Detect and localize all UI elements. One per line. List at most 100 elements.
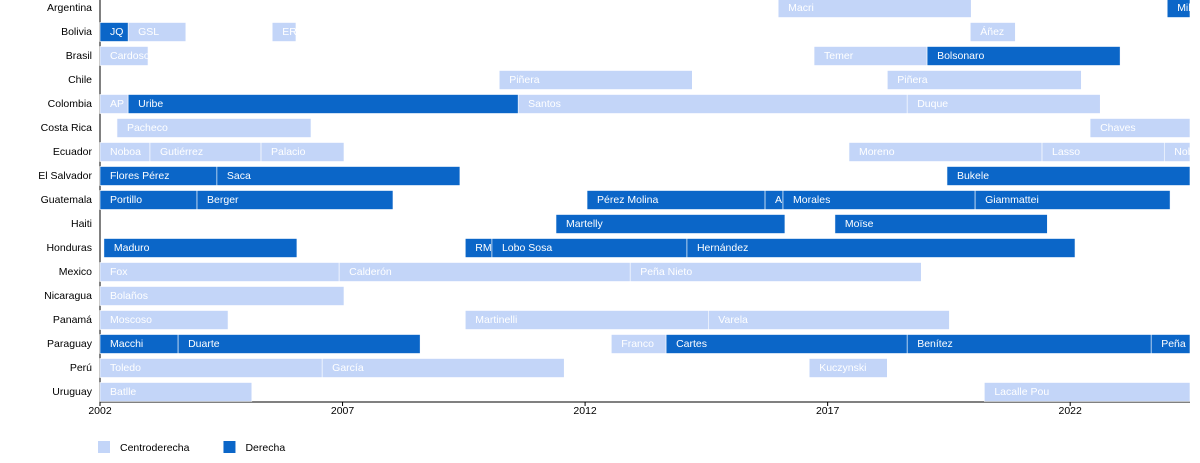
- timeline-bar: [127, 94, 519, 114]
- timeline-bar: [555, 214, 786, 234]
- bar-label: Lasso: [1052, 146, 1080, 158]
- timeline-bar: [99, 382, 253, 402]
- timeline-bar: [969, 22, 1016, 42]
- timeline-bar: [116, 118, 312, 138]
- timeline-bar: [887, 70, 1082, 90]
- timeline-bar: [1150, 334, 1191, 354]
- y-tick-label: Honduras: [46, 242, 92, 254]
- bar-label: Chaves: [1100, 122, 1136, 134]
- y-tick-label: Colombia: [48, 98, 93, 110]
- x-tick-label: 2017: [816, 405, 840, 417]
- timeline-bar: [808, 358, 888, 378]
- bar-label: Martelly: [566, 218, 604, 230]
- timeline-bar: [1163, 142, 1191, 162]
- bar-label: Peña Nieto: [640, 266, 692, 278]
- bar-label: Uribe: [138, 98, 163, 110]
- y-tick-label: Nicaragua: [44, 290, 92, 302]
- bar-label: Palacio: [271, 146, 306, 158]
- y-tick-label: Guatemala: [41, 194, 93, 206]
- bar-label: Varela: [718, 314, 748, 326]
- timeline-bar: [260, 142, 345, 162]
- y-tick-label: Chile: [68, 74, 92, 86]
- bar-label: Franco: [621, 338, 654, 350]
- bar-label: AM: [775, 194, 791, 206]
- bar-label: Fox: [110, 266, 128, 278]
- bar-label: Berger: [207, 194, 239, 206]
- timeline-bar: [99, 310, 229, 330]
- y-tick-label: Paraguay: [47, 338, 93, 350]
- bar-label: Macchi: [110, 338, 143, 350]
- bar-label: Gutiérrez: [160, 146, 203, 158]
- timeline-bar: [777, 0, 972, 18]
- bar-label: Giammattei: [985, 194, 1039, 206]
- bar-label: Morales: [793, 194, 830, 206]
- timeline-bar: [517, 94, 908, 114]
- y-tick-label: Panamá: [53, 314, 92, 326]
- timeline-bar: [216, 166, 461, 186]
- y-tick-label: Mexico: [59, 266, 92, 278]
- bar-label: Kuczynski: [819, 362, 866, 374]
- bar-label: JQ: [110, 26, 123, 38]
- timeline-bar: [834, 214, 1048, 234]
- timeline-bar: [974, 190, 1171, 210]
- y-tick-label: Haiti: [71, 218, 92, 230]
- bar-label: GSL: [138, 26, 159, 38]
- bar-label: RM: [475, 242, 491, 254]
- bar-label: Áñez: [980, 25, 1004, 38]
- bar-label: Calderón: [349, 266, 392, 278]
- legend-label: Centroderecha: [120, 442, 190, 454]
- y-tick-label: Bolivia: [61, 26, 92, 38]
- y-tick-label: Brasil: [66, 50, 92, 62]
- y-tick-label: El Salvador: [38, 170, 92, 182]
- bar-label: Martinelli: [475, 314, 517, 326]
- y-tick-label: Argentina: [47, 2, 92, 14]
- timeline-bar: [946, 166, 1191, 186]
- bar-label: Moscoso: [110, 314, 152, 326]
- bar-label: Temer: [824, 50, 854, 62]
- bar-label: Moreno: [859, 146, 895, 158]
- x-tick-label: 2002: [88, 405, 112, 417]
- bar-label: Noboa: [110, 146, 141, 158]
- bar-label: Bolaños: [110, 290, 148, 302]
- timeline-bar: [629, 262, 922, 282]
- bar-label: Batlle: [110, 386, 136, 398]
- timeline-bar: [99, 262, 340, 282]
- bar-label: Duarte: [188, 338, 220, 350]
- bar-label: Benítez: [917, 338, 953, 350]
- x-tick-label: 2012: [573, 405, 597, 417]
- bar-label: Cardoso: [110, 50, 150, 62]
- timeline-bar: [708, 310, 950, 330]
- y-tick-label: Uruguay: [52, 386, 92, 398]
- timeline-bar: [99, 46, 149, 66]
- bar-label: García: [332, 362, 364, 374]
- bar-label: Saca: [227, 170, 251, 182]
- bar-label: Lacalle Pou: [994, 386, 1049, 398]
- bar-label: Maduro: [114, 242, 150, 254]
- bar-label: Toledo: [110, 362, 141, 374]
- timeline-bar: [906, 94, 1101, 114]
- timeline-bar: [498, 70, 693, 90]
- bar-label: Pacheco: [127, 122, 168, 134]
- bar-label: Peña: [1161, 338, 1186, 350]
- y-tick-label: Ecuador: [53, 146, 93, 158]
- timeline-bar: [926, 46, 1121, 66]
- timeline-bar: [99, 286, 345, 306]
- bar-label: Duque: [917, 98, 948, 110]
- x-tick-label: 2007: [331, 405, 355, 417]
- bar-label: Pérez Molina: [597, 194, 658, 206]
- bar-label: Moïse: [845, 218, 874, 230]
- bar-label: Santos: [528, 98, 561, 110]
- bar-label: Bukele: [957, 170, 989, 182]
- timeline-bar: [196, 190, 394, 210]
- bar-label: Noboa: [1174, 146, 1200, 158]
- bar-label: Macri: [788, 2, 814, 14]
- bar-label: Portillo: [110, 194, 142, 206]
- timeline-bar: [686, 238, 1076, 258]
- x-tick-label: 2022: [1059, 405, 1083, 417]
- bar-label: Piñera: [897, 74, 928, 86]
- bar-label: AP: [110, 98, 124, 110]
- bar-label: Cartes: [676, 338, 707, 350]
- timeline-bar: [321, 358, 565, 378]
- timeline-bar: [984, 382, 1191, 402]
